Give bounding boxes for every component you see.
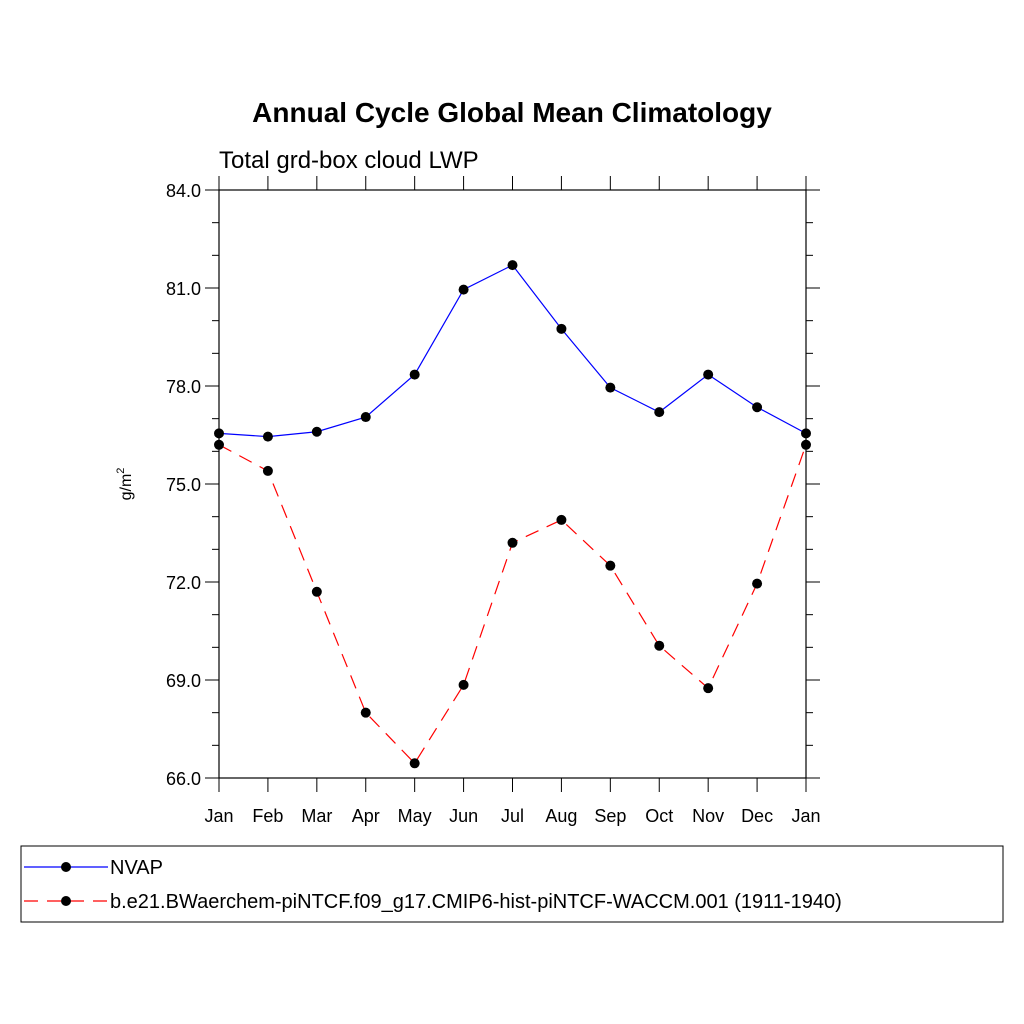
y-tick-label: 72.0 [166,573,201,593]
series-2-point [605,560,616,571]
x-tick-label: Dec [741,806,773,826]
series-1-point [458,284,469,295]
series-2-point [507,537,518,548]
y-axis-label: g/m2 [115,468,135,501]
plot-axes: 66.0 69.0 72.0 75.0 78.0 81.0 84.0 Jan Feb Mar Apr… [166,176,821,826]
series-2-point [214,439,224,450]
series-1-point [214,428,224,439]
series-2-line [218,444,807,765]
series-1-point [360,412,371,423]
x-tick-label: Nov [692,806,724,826]
chart-subtitle: Total grd-box cloud LWP [219,147,479,174]
y-axis-label-superscript: 2 [115,468,127,474]
legend-box [20,845,1004,923]
x-tick-label: Jan [204,806,233,826]
legend-label-1: NVAP [110,857,163,879]
series-2-point [262,465,273,476]
series-layer [214,260,811,769]
series-1-point [409,369,420,380]
legend-marker-2 [61,896,71,906]
legend-label-2: b.e21.BWaerchem-piNTCF.f09_g17.CMIP6-his… [110,891,842,913]
series-1-point [556,323,567,334]
series-2-point [752,578,763,589]
series-1-point [752,402,763,413]
series-2-point [703,683,714,694]
series-2-point [409,758,420,769]
x-tick-label: Jan [791,806,820,826]
series-2-point [654,640,665,651]
series-1-point [262,431,273,442]
y-tick-label: 84.0 [166,181,201,201]
x-tick-label: Feb [252,806,283,826]
series-1-point [605,382,616,393]
series-1-point [311,426,322,437]
x-tick-label: Jul [501,806,524,826]
series-2-point [556,514,567,525]
y-tick-label: 69.0 [166,671,201,691]
x-tick-label: Oct [645,806,673,826]
series-1-point [654,407,665,418]
x-tick-label: Apr [352,806,380,826]
series-2-point [360,707,371,718]
plot-frame [218,189,807,779]
series-2-point [311,586,322,597]
series-2-point [458,679,469,690]
series-1-point [507,260,518,271]
y-axis-label-base: g/m [118,474,135,501]
series-1 [214,260,811,442]
legend: NVAP b.e21.BWaerchem-piNTCF.f09_g17.CMIP6… [20,845,1004,923]
y-tick-label: 78.0 [166,377,201,397]
series-1-point [801,428,811,439]
y-tick-label: 81.0 [166,279,201,299]
x-tick-label: Jun [449,806,478,826]
series-1-point [703,369,714,380]
x-tick-label: Mar [301,806,332,826]
chart-title: Annual Cycle Global Mean Climatology [252,97,772,128]
series-2-point [801,439,811,450]
y-tick-label: 66.0 [166,769,201,789]
y-tick-label: 75.0 [166,475,201,495]
x-tick-label: Sep [594,806,626,826]
series-1-line [218,264,807,438]
series-2 [214,439,811,769]
legend-marker-1 [61,862,71,872]
x-tick-label: Aug [545,806,577,826]
x-tick-label: May [398,806,432,826]
